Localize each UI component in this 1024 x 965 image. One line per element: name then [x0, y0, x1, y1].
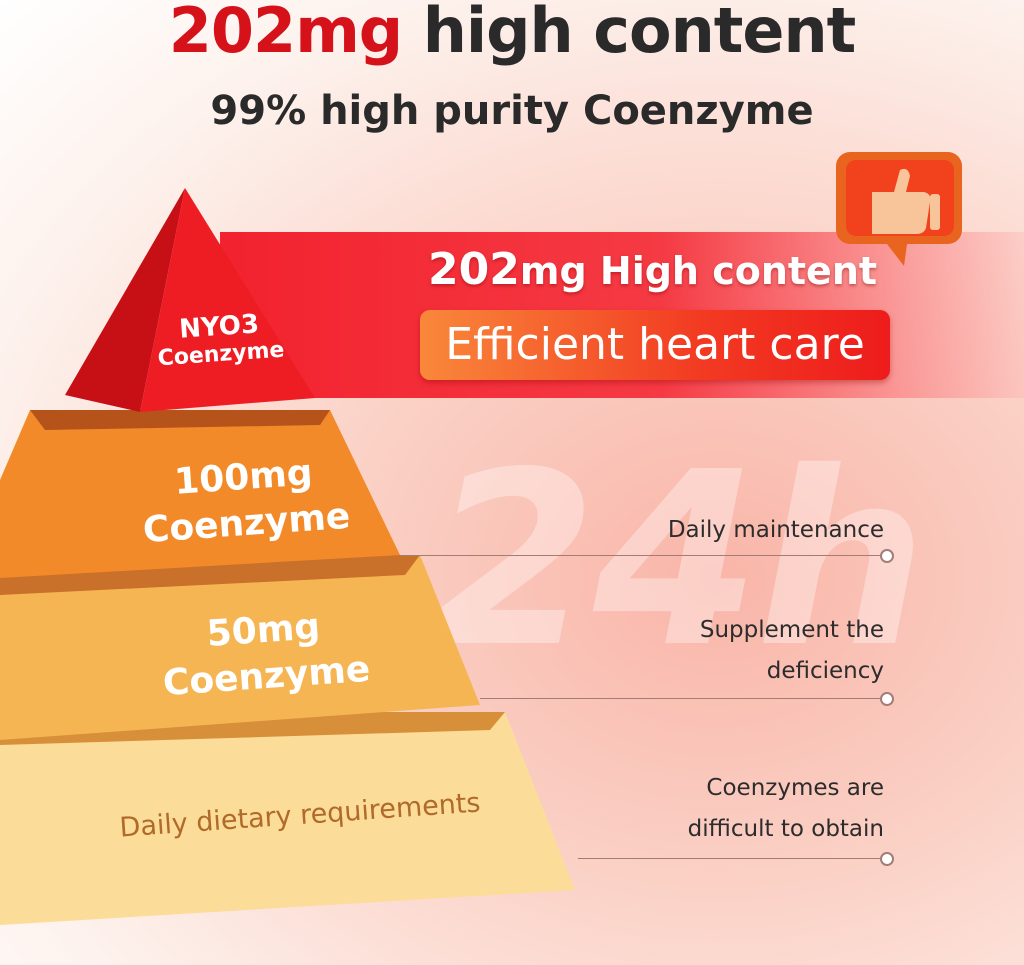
tier-2-label: 100mg Coenzyme: [141, 452, 352, 552]
efficient-heart-care-pill: Efficient heart care: [420, 310, 890, 380]
annotation-difficult: Coenzymes are difficult to obtain: [687, 775, 884, 842]
headline: 202mg High content: [428, 244, 878, 295]
tier-4: [0, 712, 575, 925]
annotation-daily-maintenance: Daily maintenance: [667, 517, 884, 543]
annotation-line: [578, 858, 882, 859]
tier-2: [0, 410, 400, 578]
watermark-24h: 24h: [430, 420, 927, 700]
tier-1: [140, 188, 315, 412]
tier-3: [0, 555, 480, 740]
annotation-dot: [880, 549, 894, 563]
tier-3-label: 50mg Coenzyme: [161, 606, 372, 705]
tier-2-edge: [30, 410, 330, 430]
annotation-dot: [880, 852, 894, 866]
thumbs-up-icon: [836, 152, 962, 266]
annotation-line: [400, 555, 882, 556]
tier-1-label: NYO3 Coenzyme: [156, 309, 286, 372]
subtitle: 99% high purity Coenzyme: [210, 88, 814, 134]
annotation-supplement: Supplement the deficiency: [699, 617, 884, 684]
page-title: 202mg high content: [168, 0, 856, 67]
annotation-line: [480, 698, 882, 699]
tier-1-left-face: [65, 188, 185, 412]
annotation-dot: [880, 692, 894, 706]
